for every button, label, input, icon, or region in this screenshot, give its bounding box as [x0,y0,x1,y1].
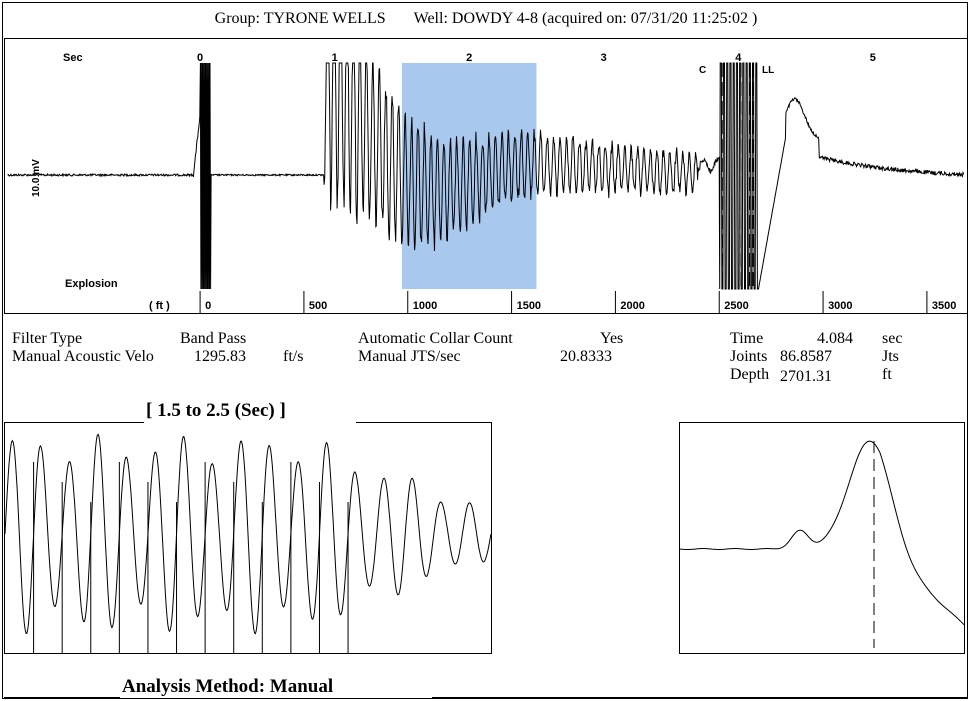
time-tick-label: 5 [870,52,876,64]
pulse-trace-line [679,440,965,626]
depth-tick-label: 3000 [828,300,852,312]
time-tick-label: 2 [466,52,472,64]
zoom-title-rule-right [356,422,492,423]
time-value: 4.084 [817,330,853,347]
filter-type-value: Band Pass [180,330,247,347]
time-tick-label: 4 [735,52,742,64]
zoom-title: [ 1.5 to 2.5 (Sec) ] [146,400,286,421]
acoustic-trace-line [7,62,965,290]
zoom-trace-line [4,433,492,635]
collar-marker-label: C [699,65,706,76]
explosion-label: Explosion [65,278,118,290]
time-unit: sec [882,330,903,347]
depth-tick-label: 1000 [413,300,437,312]
depth-tick-label: 3500 [932,300,956,312]
depth-tick-label: 0 [205,300,211,312]
depth-tick-label: 2000 [620,300,644,312]
analysis-rule-right [432,697,968,698]
collar-count-value: Yes [600,330,624,347]
group-name: Group: TYRONE WELLS [214,10,386,27]
time-tick-label: 1 [332,52,338,64]
pulse-chart-svg [679,440,965,648]
velocity-value: 1295.83 [194,348,246,365]
selected-time-window[interactable] [401,63,537,289]
sec-axis-label: Sec [63,52,83,64]
report-header: Group: TYRONE WELLS Well: DOWDY 4-8 (acq… [0,10,972,28]
collar-count-label: Automatic Collar Count [358,330,513,347]
liquid-level-marker-label: LL [762,65,774,76]
filter-type-label: Filter Type [12,330,83,347]
depth-tick-label: 1500 [517,300,541,312]
depth-tick-label: 2500 [724,300,748,312]
time-tick-label: 0 [197,52,203,64]
jts-value: 20.8333 [560,348,612,365]
joints-value: 86.8587 [780,348,832,365]
well-name: Well: DOWDY 4-8 (acquired on: 07/31/20 1… [413,10,758,27]
analysis-rule-left [4,697,120,698]
velocity-unit: ft/s [283,348,304,365]
depth-label: Depth [730,366,770,383]
depth-tick-label: 500 [309,300,327,312]
zoom-chart-svg [4,433,492,653]
time-tick-label: 3 [601,52,607,64]
amplitude-label: 10.0 mV [31,159,42,197]
zoom-title-rule-left [4,422,144,423]
zoom-chart [4,422,492,654]
velocity-label: Manual Acoustic Velo [12,348,154,365]
ft-axis-label: ( ft ) [149,300,170,312]
analysis-method-title: Analysis Method: Manual [122,676,334,697]
liquid-level-pulse-chart [679,422,965,654]
time-label: Time [730,330,764,347]
joints-unit: Jts [882,348,899,365]
joints-label: Joints [730,348,768,365]
depth-unit: ft [882,366,892,383]
jts-label: Manual JTS/sec [358,348,461,365]
depth-value: 2701.31 [780,368,832,385]
